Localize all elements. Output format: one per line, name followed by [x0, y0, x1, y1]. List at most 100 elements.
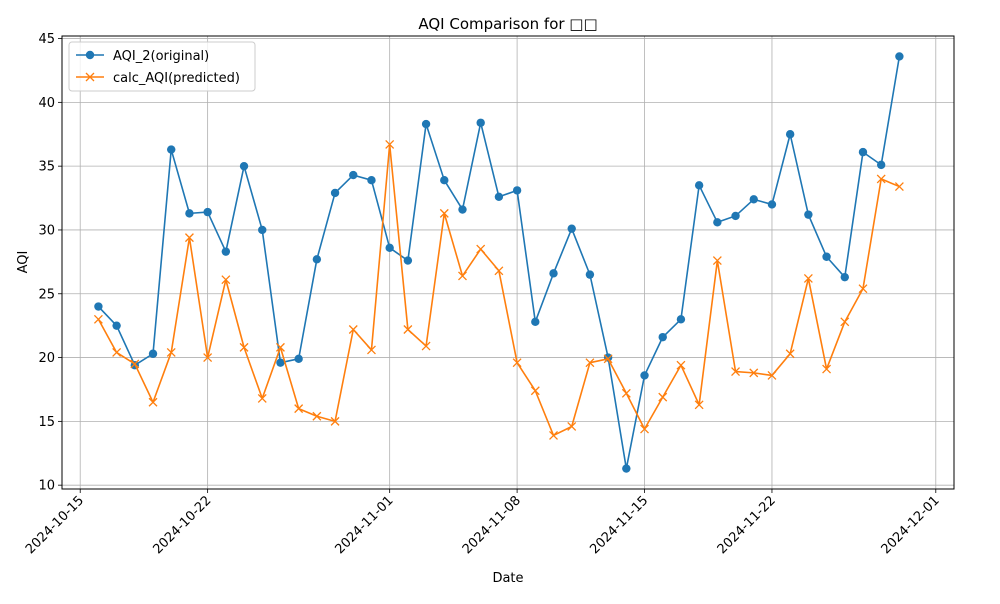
legend-box [68, 41, 256, 92]
data-point-original [622, 464, 631, 473]
data-point-original [403, 256, 413, 265]
y-tick-label: 30 [38, 223, 55, 238]
data-point-predicted [166, 348, 176, 357]
data-point-original [312, 255, 322, 264]
data-point-predicted [403, 325, 413, 334]
data-point-predicted [112, 348, 122, 357]
data-point-original [785, 130, 795, 139]
x-tick-label: 2024-10-22 [150, 493, 214, 557]
x-tick-label: 2024-11-08 [460, 493, 524, 557]
data-point-predicted [767, 370, 777, 380]
data-point-predicted [530, 386, 540, 396]
data-point-predicted [476, 244, 486, 254]
data-point-original [112, 321, 121, 330]
data-point-predicted [275, 342, 285, 352]
data-point-predicted [567, 422, 577, 431]
data-point-original [367, 175, 376, 185]
data-point-predicted [439, 208, 449, 218]
legend-label-original: AQI_2(original) [113, 49, 209, 64]
data-point-original [876, 160, 886, 170]
data-point-predicted [93, 314, 103, 324]
data-point-original [512, 186, 522, 195]
x-tick-label: 2024-11-15 [587, 493, 651, 557]
y-axis: 10 15 20 25 30 35 40 45 [38, 32, 62, 494]
data-point-original [640, 371, 649, 380]
data-point-predicted [257, 393, 267, 403]
data-point-original [239, 161, 249, 171]
data-point-original [421, 119, 431, 129]
data-point-predicted [203, 353, 213, 363]
x-axis: 2024-10-15 2024-10-22 2024-11-01 2024-11-08… [23, 489, 943, 557]
data-point-original [713, 218, 722, 227]
data-point-original [895, 52, 904, 61]
x-tick-label: 2024-10-15 [23, 493, 87, 557]
data-point-predicted [184, 233, 194, 243]
data-point-predicted [712, 256, 722, 266]
data-point-predicted [876, 174, 886, 184]
data-point-original [276, 358, 285, 367]
data-point-original [858, 147, 868, 157]
data-point-original [567, 224, 576, 233]
data-point-predicted [785, 349, 795, 359]
data-point-original [94, 302, 103, 311]
plot-frame [61, 35, 955, 490]
y-tick-label: 25 [38, 287, 55, 302]
y-tick-label: 45 [38, 32, 55, 47]
data-point-predicted [330, 416, 340, 426]
data-point-original [585, 270, 595, 279]
data-point-original [676, 315, 686, 324]
x-tick-label: 2024-12-01 [879, 493, 943, 557]
data-point-predicted [294, 404, 304, 414]
legend-marker-original [85, 50, 95, 60]
data-point-predicted [822, 364, 832, 374]
data-point-predicted [840, 317, 850, 327]
data-point-predicted [148, 397, 158, 407]
data-point-original [440, 175, 449, 185]
data-point-original [804, 210, 813, 219]
data-point-original [185, 209, 194, 218]
data-point-original [476, 118, 485, 127]
y-tick-label: 15 [38, 415, 55, 430]
data-point-original [549, 269, 558, 278]
x-tick-label: 2024-11-01 [332, 493, 396, 557]
y-axis-label: AQI [16, 251, 31, 274]
data-point-original [258, 225, 267, 235]
data-point-predicted [421, 341, 431, 351]
data-point-predicted [731, 367, 741, 377]
data-point-original [221, 247, 231, 256]
data-point-predicted [694, 400, 704, 410]
series-line-predicted [97, 143, 900, 437]
data-point-original [749, 195, 758, 204]
data-point-original [203, 207, 212, 217]
data-point-original [767, 200, 777, 209]
data-point-predicted [858, 284, 868, 294]
grid [62, 36, 954, 489]
data-point-original [694, 181, 704, 190]
data-point-predicted [640, 424, 649, 434]
data-point-predicted [621, 388, 631, 398]
data-point-original [840, 272, 849, 282]
data-point-predicted [312, 411, 322, 421]
data-point-predicted [894, 182, 904, 192]
data-point-original [494, 192, 504, 201]
y-tick-label: 40 [38, 96, 55, 111]
chart-title: AQI Comparison for □□ [418, 15, 597, 33]
data-point-predicted [603, 354, 613, 364]
data-point-predicted [585, 358, 595, 368]
data-point-original [458, 205, 467, 214]
data-point-original [148, 349, 158, 358]
data-point-original [385, 243, 394, 253]
data-point-predicted [658, 392, 668, 402]
data-point-predicted [803, 273, 813, 283]
x-axis-label: Date [492, 571, 523, 586]
legend: AQI_2(original) calc_AQI(predicted) [68, 41, 256, 92]
data-point-original [658, 332, 667, 342]
data-point-predicted [239, 342, 249, 352]
data-point-predicted [512, 358, 522, 368]
data-point-original [294, 354, 303, 364]
data-point-original [822, 252, 831, 261]
data-point-predicted [130, 359, 140, 369]
data-point-original [531, 317, 540, 327]
data-point-predicted [549, 430, 558, 440]
